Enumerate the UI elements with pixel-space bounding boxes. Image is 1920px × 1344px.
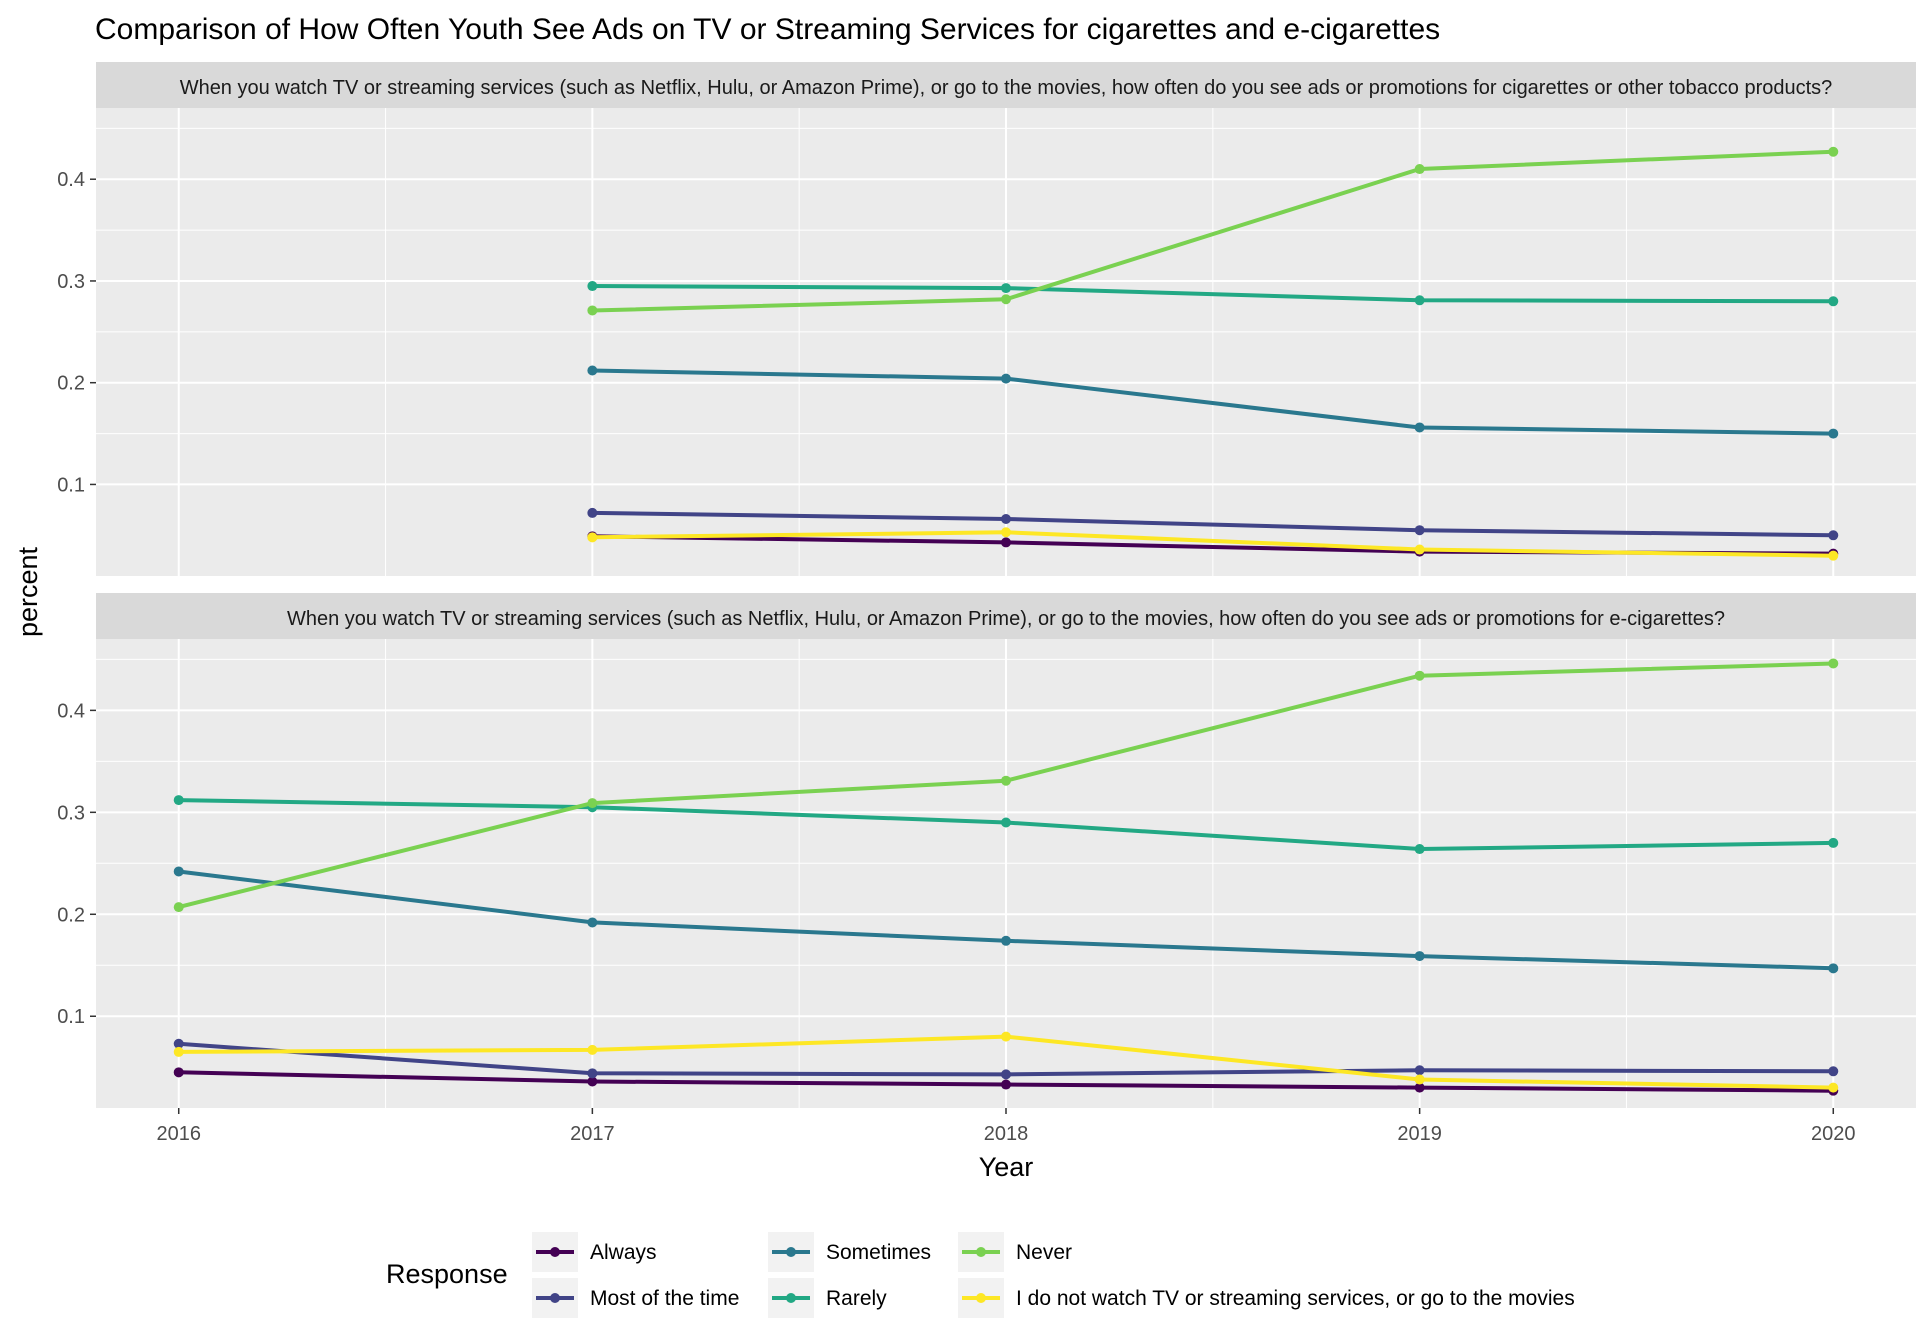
data-point [1414, 422, 1425, 433]
legend-title: Response [386, 1259, 508, 1289]
x-axis-title: Year [979, 1152, 1034, 1182]
data-point [1414, 951, 1425, 962]
strip-label: When you watch TV or streaming services … [180, 77, 1833, 99]
strip-label: When you watch TV or streaming services … [287, 608, 1725, 630]
data-point [587, 305, 598, 316]
data-point [587, 1044, 598, 1055]
data-point [1001, 283, 1011, 294]
data-point [1414, 1074, 1425, 1085]
data-point [1414, 844, 1425, 855]
data-point [1001, 514, 1011, 525]
grid-lines [96, 108, 1916, 576]
data-point [1828, 530, 1839, 541]
y-tick-label: 0.1 [57, 474, 85, 496]
y-tick-label: 0.4 [57, 700, 85, 722]
data-point [1828, 296, 1839, 307]
legend-label: Never [1016, 1241, 1072, 1264]
data-point [587, 1076, 598, 1087]
series-lines [173, 658, 1839, 1096]
panel-e-cigarettes: When you watch TV or streaming services … [57, 593, 1916, 1108]
y-tick-label: 0.4 [57, 169, 85, 191]
series-line [590, 149, 1836, 313]
data-point [173, 795, 184, 806]
y-axis-ticks: 0.1 0.2 0.3 0.4 [57, 169, 96, 496]
y-tick-label: 0.1 [57, 1006, 85, 1028]
data-point [1828, 1066, 1839, 1077]
legend-label: Sometimes [826, 1241, 931, 1264]
data-point [587, 507, 598, 518]
data-point [1414, 1082, 1425, 1093]
data-point [587, 532, 598, 543]
data-point [1828, 550, 1839, 561]
legend-label: Always [590, 1241, 657, 1264]
legend: Response Always Most of the time Sometimes… [386, 1232, 1575, 1318]
data-point [1828, 1082, 1839, 1093]
data-point [173, 1038, 184, 1049]
data-point [1001, 537, 1011, 548]
data-point [1001, 775, 1011, 786]
legend-key-point [786, 1247, 796, 1257]
data-point [1414, 295, 1425, 306]
data-point [1414, 1065, 1425, 1076]
x-tick-label: 2016 [156, 1123, 201, 1145]
data-point [1001, 817, 1011, 828]
y-axis-title: percent [13, 546, 43, 637]
series-line [590, 530, 1836, 558]
data-point [1001, 935, 1011, 946]
data-point [1001, 1031, 1011, 1042]
data-point [1414, 670, 1425, 681]
data-point [173, 1067, 184, 1078]
series-line [590, 510, 1836, 538]
data-point [587, 1068, 598, 1079]
data-point [1001, 527, 1011, 538]
strip-background [96, 62, 1916, 108]
legend-key-point [550, 1247, 560, 1257]
y-tick-label: 0.2 [57, 373, 85, 395]
legend-key-point [976, 1293, 986, 1303]
data-point [1001, 294, 1011, 305]
data-point [1001, 1079, 1011, 1090]
data-point [173, 902, 184, 913]
legend-label: Rarely [826, 1287, 887, 1310]
series-lines [587, 146, 1839, 561]
data-point [1414, 544, 1425, 555]
y-tick-label: 0.2 [57, 904, 85, 926]
strip-background [96, 593, 1916, 639]
legend-label: I do not watch TV or streaming services,… [1016, 1287, 1575, 1310]
legend-key-point [550, 1293, 560, 1303]
x-tick-label: 2017 [570, 1123, 615, 1145]
data-point [587, 917, 598, 928]
legend-label: Most of the time [590, 1287, 739, 1310]
x-tick-label: 2019 [1397, 1123, 1442, 1145]
grid-lines [96, 639, 1916, 1108]
data-point [587, 281, 598, 292]
data-point [173, 866, 184, 877]
data-point [1414, 164, 1425, 175]
series-line [590, 284, 1836, 304]
data-point [1828, 428, 1839, 439]
series-line [590, 368, 1836, 436]
chart-title: Comparison of How Often Youth See Ads on… [95, 13, 1440, 46]
legend-key-point [786, 1293, 796, 1303]
data-point [1414, 525, 1425, 536]
data-point [1001, 1069, 1011, 1080]
panel-cigarettes: When you watch TV or streaming services … [57, 62, 1916, 576]
data-point [1828, 963, 1839, 974]
data-point [173, 1046, 184, 1057]
data-point [1001, 373, 1011, 384]
data-point [587, 365, 598, 376]
data-point [587, 798, 598, 809]
data-point [1828, 146, 1839, 157]
data-point [1828, 658, 1839, 669]
y-tick-label: 0.3 [57, 271, 85, 293]
x-tick-label: 2020 [1811, 1123, 1856, 1145]
data-point [1828, 837, 1839, 848]
y-axis-ticks: 0.1 0.2 0.3 0.4 [57, 700, 96, 1028]
y-tick-label: 0.3 [57, 802, 85, 824]
x-tick-label: 2018 [984, 1123, 1029, 1145]
x-axis: 2016 2017 2018 2019 2020 [156, 1108, 1856, 1145]
legend-key-point [976, 1247, 986, 1257]
